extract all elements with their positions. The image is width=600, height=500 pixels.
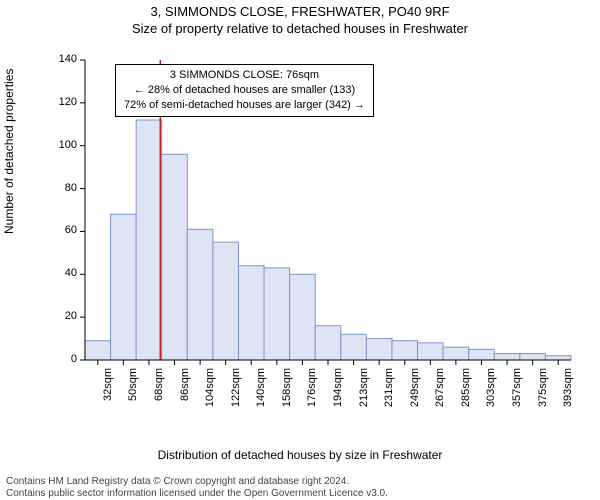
bar — [290, 274, 316, 360]
info-box: 3 SIMMONDS CLOSE: 76sqm ← 28% of detache… — [115, 64, 374, 117]
x-tick-label: 104sqm — [204, 368, 216, 428]
bar — [520, 354, 546, 360]
bar — [85, 341, 111, 360]
x-tick-label: 140sqm — [255, 368, 267, 428]
x-tick-label: 285sqm — [460, 368, 472, 428]
x-tick-label: 393sqm — [562, 368, 574, 428]
x-axis-label: Distribution of detached houses by size … — [0, 448, 600, 462]
bar — [494, 354, 520, 360]
x-tick-label: 357sqm — [511, 368, 523, 428]
x-tick-label: 158sqm — [281, 368, 293, 428]
y-tick-label: 140 — [47, 53, 77, 65]
page-subtitle: Size of property relative to detached ho… — [0, 21, 600, 36]
plot-area: 3 SIMMONDS CLOSE: 76sqm ← 28% of detache… — [55, 52, 575, 412]
bar — [443, 347, 469, 360]
page-title: 3, SIMMONDS CLOSE, FRESHWATER, PO40 9RF — [0, 4, 600, 19]
bar — [187, 229, 213, 360]
bar — [111, 214, 137, 360]
bar — [213, 242, 239, 360]
x-tick-label: 32sqm — [102, 368, 114, 428]
x-tick-label: 303sqm — [485, 368, 497, 428]
footer-line-2: Contains public sector information licen… — [6, 488, 388, 500]
bar — [136, 120, 162, 360]
x-tick-label: 213sqm — [358, 368, 370, 428]
x-tick-label: 194sqm — [332, 368, 344, 428]
y-tick-label: 40 — [47, 267, 77, 279]
bar — [264, 268, 290, 360]
x-tick-label: 86sqm — [179, 368, 191, 428]
bar — [366, 339, 392, 360]
info-line-2: ← 28% of detached houses are smaller (13… — [124, 83, 365, 98]
bar — [315, 326, 341, 360]
x-tick-label: 68sqm — [153, 368, 165, 428]
info-line-1: 3 SIMMONDS CLOSE: 76sqm — [124, 68, 365, 83]
x-tick-label: 231sqm — [383, 368, 395, 428]
bar — [418, 343, 444, 360]
footer-line-1: Contains HM Land Registry data © Crown c… — [6, 476, 388, 488]
bar — [341, 334, 367, 360]
y-tick-label: 120 — [47, 96, 77, 108]
x-tick-label: 50sqm — [127, 368, 139, 428]
y-tick-label: 60 — [47, 224, 77, 236]
bar — [469, 349, 495, 360]
bar — [392, 341, 418, 360]
x-tick-label: 122sqm — [230, 368, 242, 428]
x-tick-label: 267sqm — [434, 368, 446, 428]
footer: Contains HM Land Registry data © Crown c… — [6, 476, 388, 500]
x-tick-label: 249sqm — [409, 368, 421, 428]
bar — [545, 356, 571, 360]
bar — [238, 266, 264, 360]
x-tick-label: 176sqm — [306, 368, 318, 428]
y-axis-label: Number of detached properties — [2, 69, 16, 234]
x-tick-label: 375sqm — [537, 368, 549, 428]
y-tick-label: 80 — [47, 182, 77, 194]
y-tick-label: 100 — [47, 139, 77, 151]
chart-container: 3, SIMMONDS CLOSE, FRESHWATER, PO40 9RF … — [0, 4, 600, 500]
info-line-3: 72% of semi-detached houses are larger (… — [124, 98, 365, 113]
y-tick-label: 20 — [47, 310, 77, 322]
y-tick-label: 0 — [47, 353, 77, 365]
bar — [162, 154, 188, 360]
